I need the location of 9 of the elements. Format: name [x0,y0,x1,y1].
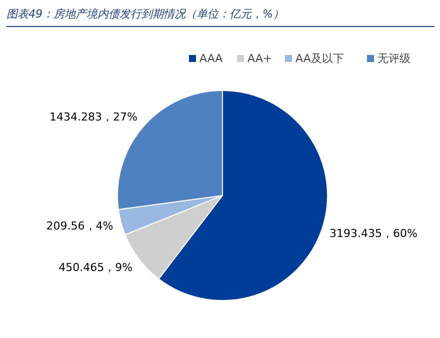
legend-label: AAA [200,52,224,65]
data-label: 3193.435，60% [330,227,418,240]
legend-label: AA及以下 [296,52,344,65]
legend-label: AA+ [248,52,272,65]
data-label: 450.465，9% [58,261,133,274]
data-label: 1434.283，27% [50,110,138,124]
chart-title: 图表49：房地产境内债发行到期情况（单位：亿元，%） [6,8,284,20]
legend-label: 无评级 [378,52,410,65]
data-label: 209.56，4% [46,219,114,232]
